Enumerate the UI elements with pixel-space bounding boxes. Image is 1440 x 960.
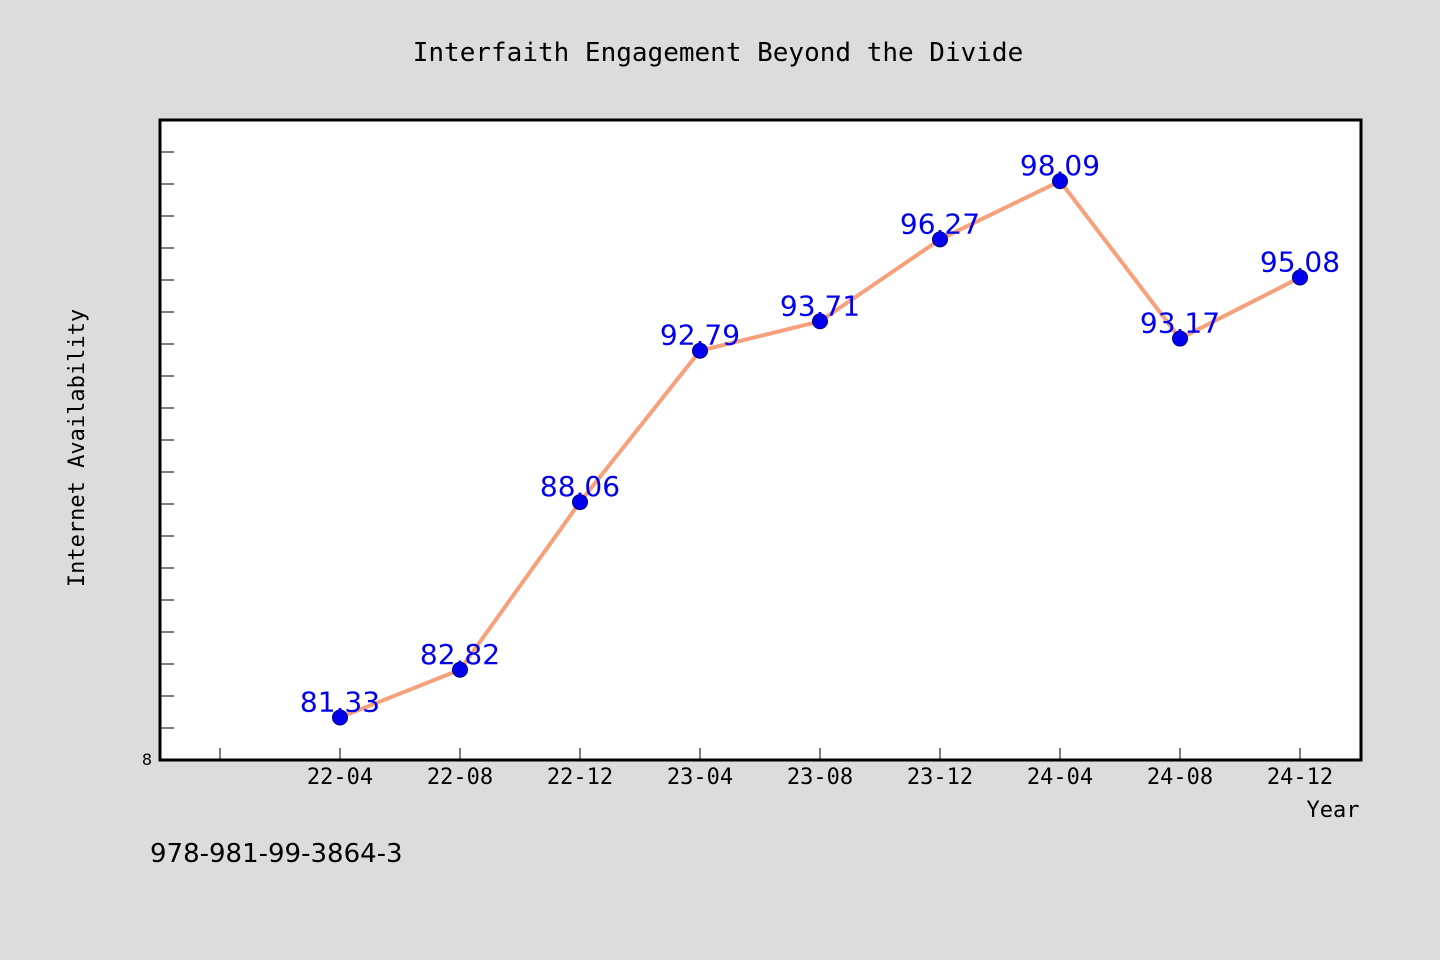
data-point — [1052, 173, 1068, 190]
x-tick-label: 22-12 — [547, 765, 613, 790]
data-label: 95.08 — [1260, 245, 1340, 278]
data-point — [932, 231, 948, 248]
data-point — [572, 494, 588, 511]
x-tick-label: 22-08 — [427, 765, 493, 790]
data-label: 81.33 — [300, 685, 380, 718]
data-label: 98.09 — [1020, 149, 1100, 182]
data-label: 96.27 — [900, 207, 980, 240]
y-axis-label: Internet Availability — [65, 309, 90, 587]
data-label: 82.82 — [420, 638, 500, 671]
data-point — [1172, 330, 1188, 347]
x-tick-label: 23-12 — [907, 765, 973, 790]
series-layer: 81.33 82.82 88.06 92.79 93.71 96.27 98.09 93.17… — [300, 149, 1340, 726]
x-axis-label: Year — [1307, 798, 1360, 823]
data-point — [452, 661, 468, 678]
x-tick-label: 24-08 — [1147, 765, 1213, 790]
x-tick-label: 22-04 — [307, 765, 373, 790]
x-tick-label: 23-08 — [787, 765, 853, 790]
y-tick-label: 8 — [142, 750, 152, 769]
data-label: 92.79 — [660, 319, 740, 352]
isbn-footer: 978-981-99-3864-3 — [150, 839, 403, 869]
data-point — [332, 709, 348, 726]
plot-area — [158, 118, 1363, 762]
data-label: 93.71 — [780, 289, 860, 322]
data-point — [692, 342, 708, 359]
data-point — [812, 313, 828, 330]
x-tick-label: 24-04 — [1027, 765, 1093, 790]
y-axis-ticks: 8 — [142, 151, 174, 769]
x-axis-ticks: 22-04 22-08 22-12 23-04 23-08 23-12 24-04 24-08… — [219, 748, 1333, 790]
chart-title: Interfaith Engagement Beyond the Divide — [413, 38, 1023, 68]
data-point — [1292, 269, 1308, 286]
x-tick-label: 24-12 — [1267, 765, 1333, 790]
x-tick-label: 23-04 — [667, 765, 733, 790]
data-label: 93.17 — [1140, 307, 1220, 340]
data-label: 88.06 — [540, 470, 620, 503]
